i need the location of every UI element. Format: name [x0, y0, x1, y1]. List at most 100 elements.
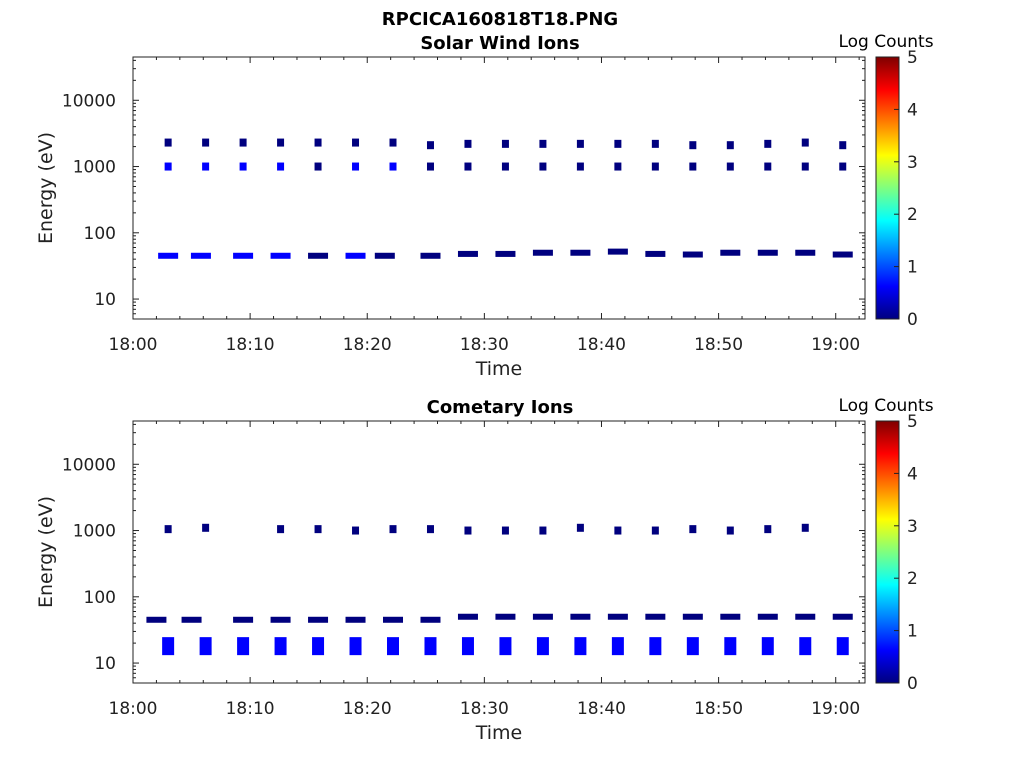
data-cell — [424, 637, 437, 656]
data-cell — [239, 138, 247, 147]
ylabel-cometary: Energy (eV) — [35, 496, 57, 608]
panel-title-solar-wind: Solar Wind Ions — [420, 33, 579, 54]
data-cell — [757, 613, 778, 620]
xlabel-solar-wind: Time — [475, 358, 523, 380]
data-cell — [576, 162, 584, 171]
colorbar-tick-label: 2 — [907, 569, 918, 589]
x-tick-label: 18:40 — [577, 699, 626, 719]
data-cell — [645, 613, 666, 620]
data-cell — [349, 637, 362, 656]
data-cell — [801, 523, 809, 532]
data-cell — [689, 162, 697, 171]
colorbar-label-cometary: Log Counts — [838, 396, 933, 416]
data-cell — [539, 139, 547, 148]
xlabel-cometary: Time — [475, 722, 523, 744]
data-cell — [501, 162, 509, 171]
data-cell — [839, 141, 847, 150]
data-cell — [495, 250, 516, 257]
data-cell — [457, 250, 478, 257]
data-cell — [162, 637, 175, 656]
data-cell — [164, 162, 172, 171]
data-cell — [614, 526, 622, 535]
data-cell — [801, 138, 809, 147]
y-tick-label: 100 — [84, 224, 116, 244]
data-cell — [352, 138, 360, 147]
data-cell — [501, 139, 509, 148]
data-cell — [795, 613, 816, 620]
data-cell — [389, 525, 397, 534]
heatmap-data-solar-wind — [158, 138, 853, 259]
data-cell — [146, 616, 167, 623]
data-cell — [383, 616, 404, 623]
x-tick-label: 19:00 — [811, 335, 860, 355]
data-cell — [764, 162, 772, 171]
data-cell — [389, 138, 397, 147]
data-cell — [352, 526, 360, 535]
x-tick-label: 18:40 — [577, 335, 626, 355]
y-tick-label: 1000 — [73, 522, 116, 542]
panel-solar-wind: Solar Wind Ions 18:00 18:10 18:20 18:30 18:4… — [35, 32, 934, 380]
data-cell — [277, 138, 285, 147]
data-cell — [726, 141, 734, 150]
data-cell — [801, 162, 809, 171]
colorbar-tick-label: 0 — [907, 310, 918, 330]
colorbar-label-solar-wind: Log Counts — [838, 32, 933, 52]
data-cell — [570, 249, 591, 256]
data-cell — [651, 139, 659, 148]
data-cell — [757, 249, 778, 256]
data-cell — [689, 141, 697, 150]
colorbar-tick-label: 0 — [907, 674, 918, 694]
data-cell — [539, 162, 547, 171]
data-cell — [799, 637, 812, 656]
x-tick-label: 19:00 — [811, 699, 860, 719]
data-cell — [270, 616, 291, 623]
colorbar-tick-label: 1 — [907, 622, 918, 642]
data-cell — [764, 139, 772, 148]
data-cell — [345, 252, 366, 259]
y-tick-label: 10000 — [62, 91, 116, 111]
data-cell — [308, 252, 329, 259]
data-cell — [570, 613, 591, 620]
data-cell — [181, 616, 202, 623]
data-cell — [190, 252, 211, 259]
data-cell — [761, 637, 774, 656]
data-cell — [611, 637, 624, 656]
x-tick-label: 18:00 — [109, 699, 158, 719]
data-cell — [726, 162, 734, 171]
data-cell — [420, 252, 441, 259]
data-cell — [314, 138, 322, 147]
colorbar-solar-wind — [875, 56, 900, 320]
x-tick-label: 18:50 — [694, 335, 743, 355]
figure-title: RPCICA160818T18.PNG — [382, 9, 618, 30]
data-cell — [720, 613, 741, 620]
data-cell — [532, 249, 553, 256]
data-cell — [724, 637, 737, 656]
colorbar-tick-label: 3 — [907, 517, 918, 537]
y-tick-label: 10000 — [62, 455, 116, 475]
y-tick-label: 1000 — [73, 158, 116, 178]
data-cell — [277, 162, 285, 171]
data-cell — [239, 162, 247, 171]
y-tick-label: 100 — [84, 588, 116, 608]
data-cell — [614, 162, 622, 171]
data-cell — [237, 637, 250, 656]
x-tick-label: 18:00 — [109, 335, 158, 355]
data-cell — [539, 526, 547, 535]
x-tick-label: 18:20 — [343, 699, 392, 719]
data-cell — [389, 162, 397, 171]
data-cell — [495, 613, 516, 620]
y-tick-label: 10 — [94, 654, 116, 674]
colorbar-tick-label: 1 — [907, 258, 918, 278]
colorbar-tick-label: 3 — [907, 153, 918, 173]
data-cell — [164, 138, 172, 147]
data-cell — [645, 250, 666, 257]
data-cell — [576, 523, 584, 532]
data-cell — [726, 526, 734, 535]
data-cell — [576, 139, 584, 148]
data-cell — [233, 252, 254, 259]
data-cell — [202, 138, 210, 147]
data-cell — [532, 613, 553, 620]
data-cell — [387, 637, 400, 656]
data-cell — [426, 162, 434, 171]
